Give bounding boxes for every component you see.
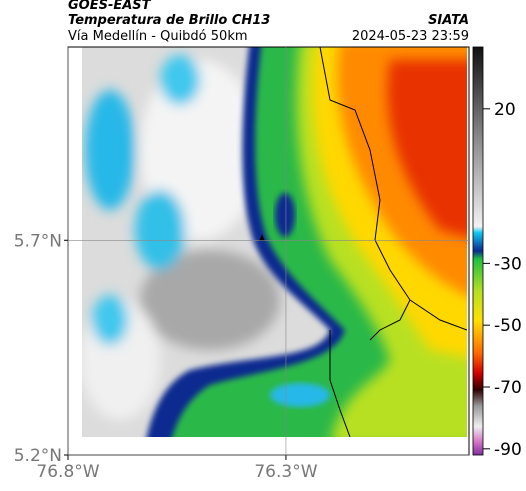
station-marker [259, 234, 265, 241]
source: SIATA [428, 13, 469, 28]
colorbar-tick-label: -90 [494, 440, 522, 460]
colorbar-tick-label: -30 [494, 254, 522, 274]
y-tick-label: 5.7°N [14, 231, 62, 251]
satellite-image [82, 47, 467, 437]
title: GOES-EAST [68, 0, 152, 13]
x-tick-label: 76.8°W [36, 462, 99, 482]
colorbar [472, 46, 484, 456]
timestamp: 2024-05-23 23:59 [352, 29, 469, 44]
y-tick-label: 5.2°N [14, 446, 62, 466]
colorbar-tick-label: -70 [494, 378, 522, 398]
subtitle: Temperatura de Brillo CH13 [68, 13, 270, 28]
colorbar-tick-label: -50 [494, 316, 522, 336]
x-tick-label: 76.3°W [254, 462, 317, 482]
colorbar-tick-label: 20 [494, 100, 516, 120]
route: Vía Medellín - Quibdó 50km [68, 29, 248, 44]
